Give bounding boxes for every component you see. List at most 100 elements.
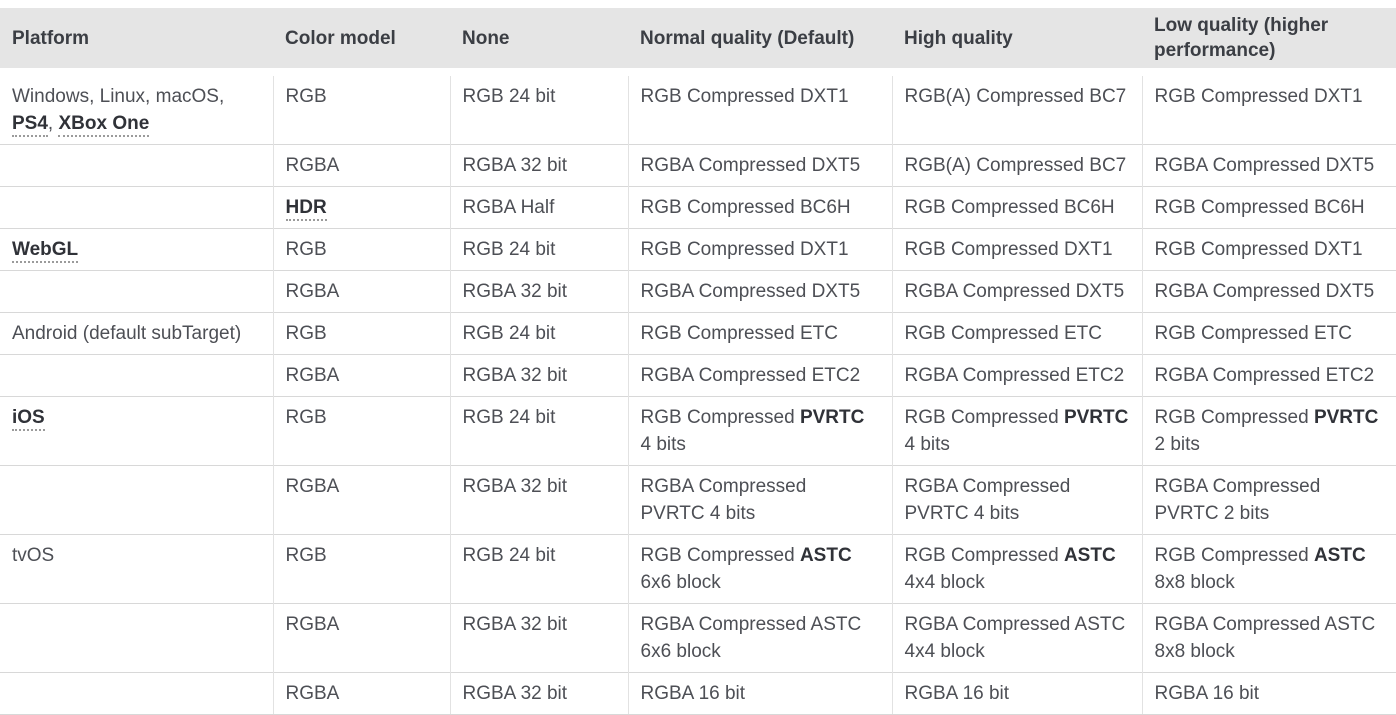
cell-text: RGB (285, 323, 327, 344)
table-cell: RGB Compressed DXT1 (1141, 228, 1396, 271)
table-cell: RGB (272, 396, 450, 466)
table-cell: RGB (272, 228, 450, 271)
cell-text: RGBA Compressed DXT5 (640, 281, 861, 302)
cell-text: RGB (285, 239, 327, 260)
cell-text: RGBA Compressed DXT5 (1154, 281, 1375, 302)
table-cell: HDR (272, 186, 450, 229)
table-header: Platform Color model None Normal quality… (0, 8, 1396, 76)
cell-text: tvOS (12, 545, 55, 566)
cell-text: RGB(A) Compressed BC7 (904, 86, 1127, 107)
glossary-link[interactable]: PS4 (12, 113, 48, 137)
table-cell: RGBA 32 bit (449, 144, 628, 187)
cell-text: RGBA (285, 683, 340, 704)
table-cell (0, 465, 273, 535)
table-cell: RGB Compressed BC6H (1141, 186, 1396, 229)
table-cell: RGB (272, 71, 450, 145)
cell-text: RGBA Compressed ASTC (904, 614, 1126, 635)
cell-text: RGB Compressed ETC (640, 323, 838, 344)
table-cell (0, 144, 273, 187)
glossary-link[interactable]: XBox One (58, 113, 150, 137)
cell-text: RGB Compressed (904, 545, 1064, 566)
cell-text: 8x8 block (1154, 641, 1235, 662)
cell-text: PVRTC 4 bits (904, 503, 1020, 524)
table-cell: RGBA 32 bit (449, 354, 628, 397)
table-cell: RGB Compressed ASTC 8x8 block (1141, 534, 1396, 604)
cell-text: RGBA Half (462, 197, 555, 218)
table-cell: RGBA Half (449, 186, 628, 229)
table-cell: RGBA Compressed DXT5 (627, 144, 892, 187)
table-cell: RGB 24 bit (449, 71, 628, 145)
cell-text: RGB Compressed ETC (904, 323, 1102, 344)
cell-text: RGB Compressed DXT1 (640, 86, 849, 107)
cell-text: RGB 24 bit (462, 323, 556, 344)
table-cell: RGB Compressed PVRTC 4 bits (627, 396, 892, 466)
emphasis-term: ASTC (1063, 545, 1116, 566)
column-header-none: None (450, 8, 628, 76)
table-cell: RGBA Compressed ETC2 (891, 354, 1142, 397)
emphasis-term: PVRTC (1313, 407, 1379, 428)
cell-text: RGBA Compressed (640, 476, 807, 497)
cell-text: RGB (285, 545, 327, 566)
cell-text: RGB Compressed (1154, 545, 1314, 566)
table-cell (0, 354, 273, 397)
column-header-high-quality: High quality (892, 8, 1142, 76)
column-header-platform: Platform (0, 8, 273, 76)
table-cell: RGBA 16 bit (627, 672, 892, 715)
cell-text: PVRTC 2 bits (1154, 503, 1270, 524)
cell-text: RGBA 16 bit (1154, 683, 1260, 704)
table-cell: RGBA Compressed DXT5 (627, 270, 892, 313)
cell-text: RGBA Compressed DXT5 (904, 281, 1125, 302)
table-cell: RGBA 32 bit (449, 465, 628, 535)
table-cell: RGB Compressed PVRTC 4 bits (891, 396, 1142, 466)
texture-compression-format-table: Platform Color model None Normal quality… (0, 8, 1396, 715)
cell-text: RGBA Compressed ETC2 (904, 365, 1125, 386)
glossary-link[interactable]: HDR (285, 197, 327, 221)
cell-text: RGBA 32 bit (462, 365, 568, 386)
cell-text: RGB Compressed (640, 545, 800, 566)
table-cell: RGB Compressed DXT1 (627, 71, 892, 145)
column-header-color-model: Color model (273, 8, 450, 76)
table-row: RGBA RGBA 32 bit RGBA Compressed PVRTC 4 bi… (0, 465, 1396, 535)
cell-text: RGBA 32 bit (462, 614, 568, 635)
cell-text: RGBA 32 bit (462, 683, 568, 704)
table-cell: RGBA Compressed DXT5 (891, 270, 1142, 313)
table-cell: RGBA Compressed DXT5 (1141, 144, 1396, 187)
cell-text: RGB Compressed (1154, 407, 1314, 428)
cell-text: RGB(A) Compressed BC7 (904, 155, 1127, 176)
table-cell (0, 186, 273, 229)
cell-text: RGBA 32 bit (462, 281, 568, 302)
table-cell: RGBA (272, 354, 450, 397)
emphasis-term: PVRTC (799, 407, 865, 428)
cell-text: RGB Compressed BC6H (904, 197, 1115, 218)
table-cell: RGB (272, 312, 450, 355)
table-row: RGBA RGBA 32 bit RGBA Compressed ASTC 6x6 b… (0, 603, 1396, 673)
cell-text: , (47, 113, 59, 134)
table-cell: iOS (0, 396, 273, 466)
table-cell: RGB (272, 534, 450, 604)
cell-text: RGB Compressed DXT1 (1154, 239, 1363, 260)
table-row: Android (default subTarget) RGB RGB 24 bit… (0, 312, 1396, 355)
cell-text: RGB Compressed DXT1 (640, 239, 849, 260)
table-cell: RGB(A) Compressed BC7 (891, 144, 1142, 187)
table-cell: RGBA 32 bit (449, 603, 628, 673)
table-cell: RGB Compressed ETC (627, 312, 892, 355)
table-cell: RGBA (272, 465, 450, 535)
glossary-link[interactable]: iOS (12, 407, 45, 431)
table-cell: RGBA 16 bit (891, 672, 1142, 715)
table-cell: RGB Compressed ASTC 4x4 block (891, 534, 1142, 604)
cell-text: RGBA 16 bit (640, 683, 746, 704)
glossary-link[interactable]: WebGL (12, 239, 79, 263)
table-cell: RGB Compressed DXT1 (891, 228, 1142, 271)
cell-text: RGB Compressed DXT1 (1154, 86, 1363, 107)
table-cell: RGBA (272, 603, 450, 673)
cell-text: RGBA (285, 281, 340, 302)
cell-text: RGBA 16 bit (904, 683, 1010, 704)
cell-text: RGB 24 bit (462, 239, 556, 260)
table-cell: tvOS (0, 534, 273, 604)
table-cell (0, 672, 273, 715)
table-row: RGBA RGBA 32 bit RGBA Compressed ETC2 RGBA … (0, 354, 1396, 397)
table-row: RGBA RGBA 32 bit RGBA Compressed DXT5 RGBA … (0, 270, 1396, 313)
table-cell: RGBA Compressed ETC2 (627, 354, 892, 397)
column-header-normal-quality: Normal quality (Default) (628, 8, 892, 76)
table-cell: RGB Compressed ETC (1141, 312, 1396, 355)
